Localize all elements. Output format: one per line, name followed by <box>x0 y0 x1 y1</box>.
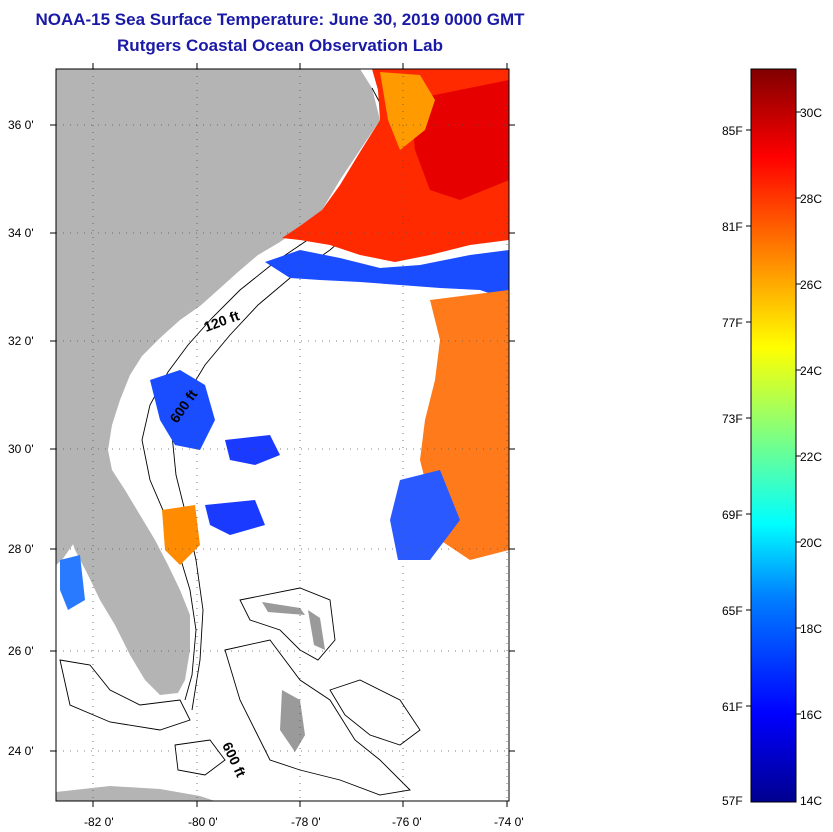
lat-label-28: 28 0' <box>8 542 34 556</box>
sst-blue-edge <box>265 250 509 300</box>
lat-label-34: 34 0' <box>8 226 34 240</box>
sst-patch-5 <box>60 555 85 610</box>
axis-ticks <box>50 63 515 807</box>
colorbar-c-14: 14C <box>800 794 822 808</box>
colorbar-f-65: 65F <box>722 604 743 618</box>
map-grid <box>56 69 509 801</box>
colorbar-c-16: 16C <box>800 708 822 722</box>
colorbar-c-20: 20C <box>800 536 822 550</box>
colorbar-f-85: 85F <box>722 124 743 138</box>
contour-florida-keys <box>59 659 191 731</box>
colorbar-f-81: 81F <box>722 220 743 234</box>
lat-label-32: 32 0' <box>8 334 34 348</box>
sst-blue-patch-4 <box>205 500 265 535</box>
lat-label-26: 26 0' <box>8 644 34 658</box>
land-cuba <box>56 786 215 801</box>
lon-label-82: -82 0' <box>84 815 114 829</box>
map-title: NOAA-15 Sea Surface Temperature: June 30… <box>35 10 525 29</box>
colorbar-f-61: 61F <box>722 700 743 714</box>
map-subtitle: Rutgers Coastal Ocean Observation Lab <box>117 36 443 55</box>
lon-label-80: -80 0' <box>188 815 218 829</box>
colorbar-c-24: 24C <box>800 364 822 378</box>
contour-exuma <box>329 679 421 746</box>
land-bahamas-abaco <box>308 610 325 650</box>
sst-data-layer <box>60 69 509 610</box>
land-bahamas-andros <box>280 690 305 752</box>
colorbar-f-77: 77F <box>722 316 743 330</box>
colorbar-f-57: 57F <box>722 794 743 808</box>
colorbar-c-30: 30C <box>800 106 822 120</box>
land-bahamas-grand <box>262 602 305 615</box>
land-us-southeast <box>56 69 380 695</box>
sst-coastal-patch-2 <box>162 505 200 565</box>
lat-label-24: 24 0' <box>8 744 34 758</box>
colorbar-c-28: 28C <box>800 192 822 206</box>
contour-cay-sal <box>174 739 226 776</box>
sst-blue-patch-3 <box>225 435 280 465</box>
lat-label-30: 30 0' <box>8 442 34 456</box>
contour-bahamas-outer <box>239 587 336 661</box>
map-frame <box>55 68 510 802</box>
colorbar-f-73: 73F <box>722 412 743 426</box>
lon-label-78: -78 0' <box>291 815 321 829</box>
colorbar-c-22: 22C <box>800 450 822 464</box>
sst-blue-offshore <box>390 470 460 560</box>
land-gulf-coast <box>56 490 80 565</box>
lon-label-74: -74 0' <box>494 815 524 829</box>
colorbar-c-26: 26C <box>800 278 822 292</box>
colorbar-c-18: 18C <box>800 622 822 636</box>
map-panel: 120 ft 600 ft 600 ft <box>56 69 509 801</box>
lat-label-36: 36 0' <box>8 118 34 132</box>
sst-coastal-patch-1 <box>150 370 215 450</box>
contour-bahamas-bank <box>224 639 411 796</box>
sst-orange-shelf <box>380 72 435 150</box>
sst-hot-core <box>410 80 509 200</box>
colorbar-ticks <box>746 111 801 715</box>
lon-label-76: -76 0' <box>392 815 422 829</box>
colorbar-f-69: 69F <box>722 508 743 522</box>
colorbar <box>750 68 797 803</box>
